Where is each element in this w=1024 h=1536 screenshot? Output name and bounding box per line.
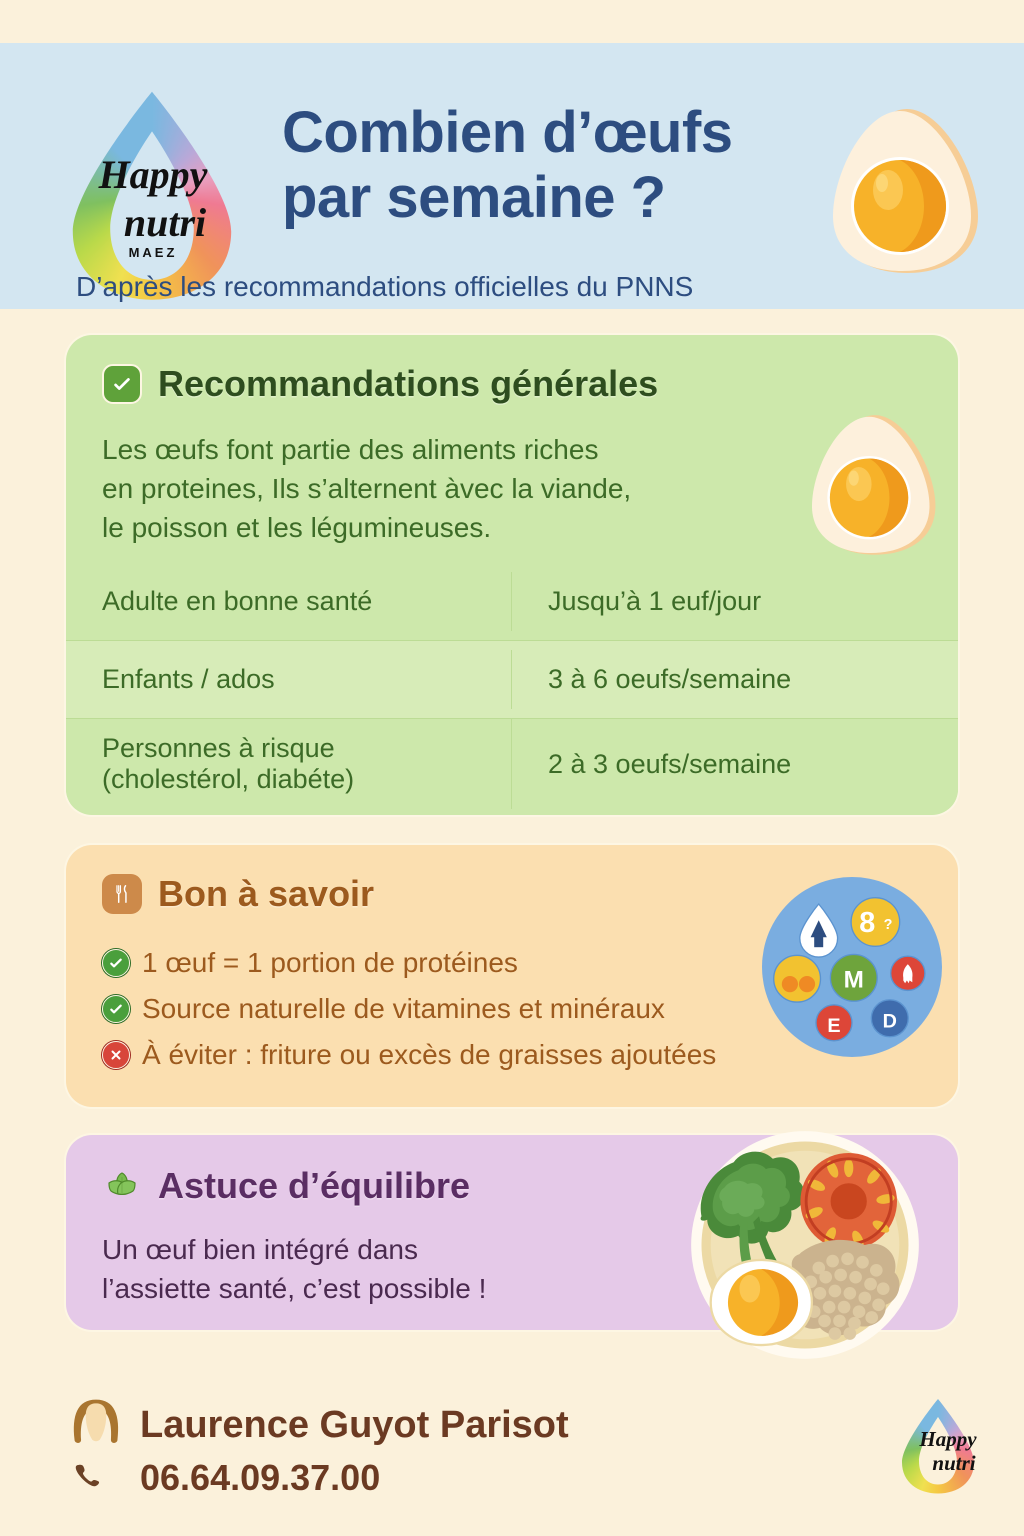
svg-text:M: M bbox=[844, 967, 864, 994]
svg-text:8: 8 bbox=[859, 907, 875, 939]
svg-text:E: E bbox=[827, 1015, 840, 1037]
svg-text:?: ? bbox=[884, 917, 893, 933]
svg-text:D: D bbox=[883, 1010, 897, 1032]
